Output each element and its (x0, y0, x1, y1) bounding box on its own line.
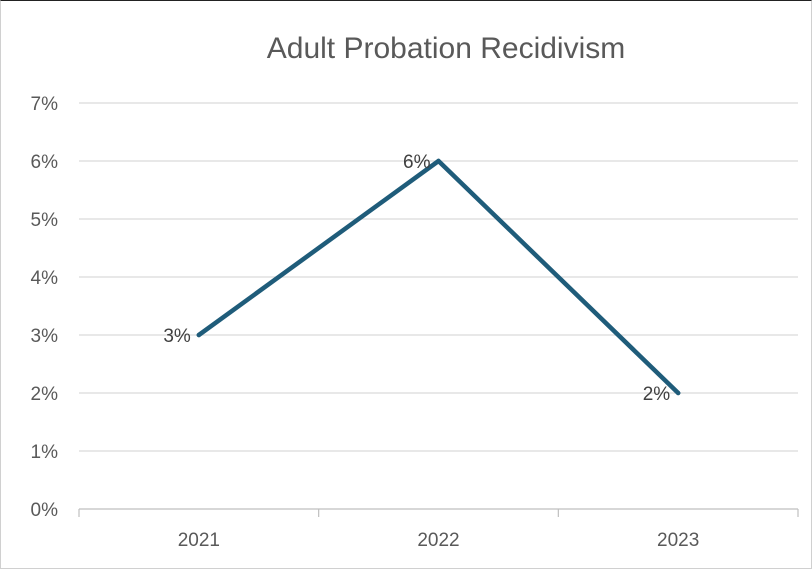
data-label: 3% (163, 326, 191, 347)
data-point (436, 158, 441, 164)
x-tick-label: 2022 (417, 530, 459, 551)
data-point (675, 390, 681, 396)
x-axis: 2021 2022 2023 (78, 508, 799, 551)
x-tick-label: 2021 (178, 530, 220, 551)
y-tick-label: 7% (31, 94, 59, 115)
data-label: 2% (643, 384, 671, 405)
y-axis-ticks: 0% 1% 2% 3% 4% 5% 6% 7% (31, 94, 59, 521)
data-point (196, 332, 202, 338)
chart-title: Adult Probation Recidivism (267, 32, 626, 65)
y-tick-label: 4% (31, 268, 59, 289)
y-tick-label: 1% (31, 442, 59, 463)
series-layer (196, 158, 681, 396)
gridlines (79, 102, 798, 452)
y-tick-label: 3% (31, 326, 59, 347)
data-label: 6% (403, 152, 431, 173)
y-tick-label: 5% (31, 210, 59, 231)
y-tick-label: 0% (31, 500, 59, 521)
x-tick-label: 2023 (657, 530, 699, 551)
y-tick-label: 6% (31, 152, 59, 173)
data-labels: 3% 6% 2% (163, 152, 670, 405)
y-tick-label: 2% (31, 384, 59, 405)
